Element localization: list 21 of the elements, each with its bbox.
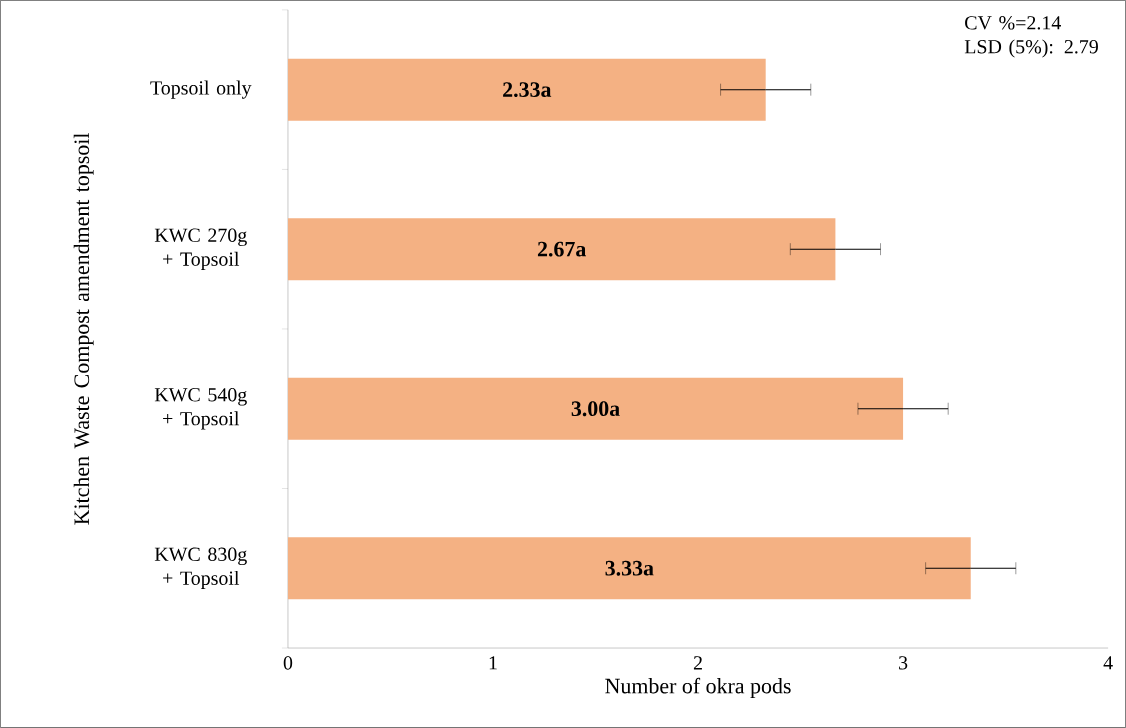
data-label: 2.67a: [537, 241, 587, 257]
annotation: CV %=2.14: [965, 16, 1061, 30]
annotation: LSD (5%): 2.79: [964, 39, 1098, 58]
data-label: 2.33a: [503, 82, 552, 98]
bar: [287, 58, 766, 121]
y-tick-label: KWC 270g + Topsoil: [154, 228, 247, 270]
x-tick-label: 4: [1103, 656, 1113, 670]
y-tick-label: KWC 540g + Topsoil: [154, 388, 247, 430]
y-tick-label: Topsoil only: [150, 80, 252, 99]
data-label: 3.00a: [571, 401, 620, 417]
x-tick-label: 2: [693, 656, 702, 670]
bar: [287, 377, 904, 440]
x-axis-title: Number of okra pods: [605, 677, 791, 698]
y-tick-label: KWC 830g + Topsoil: [154, 547, 247, 589]
data-label: 3.33a: [605, 560, 654, 576]
bar: [287, 537, 971, 600]
x-tick-label: 0: [283, 656, 293, 670]
bar: [287, 218, 836, 281]
x-tick-label: 3: [899, 656, 908, 670]
x-tick-label: 1: [489, 656, 497, 670]
y-axis-title: Kitchen Waste Compost amendment topsoil: [73, 132, 94, 525]
